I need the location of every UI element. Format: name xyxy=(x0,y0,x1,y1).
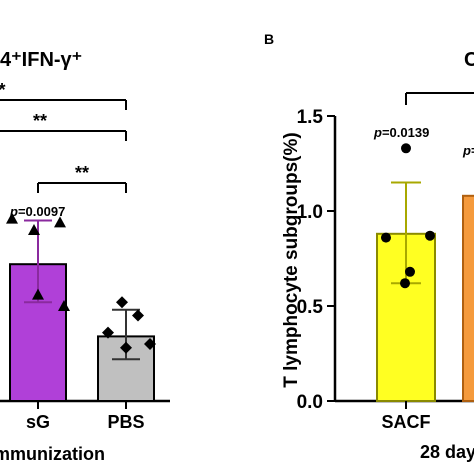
panel-b-ylabel: T lymphocyte subgroups(%) xyxy=(281,132,302,387)
data-point-circle xyxy=(401,143,411,154)
data-point-diamond xyxy=(120,341,132,354)
data-point-circle xyxy=(400,278,410,289)
panel-b-letter: B xyxy=(264,31,274,47)
y-tick-label: 0.0 xyxy=(297,392,323,413)
data-point-triangle xyxy=(32,288,44,300)
panel-b-title: C xyxy=(464,49,474,71)
data-point-diamond xyxy=(102,326,114,339)
data-point-circle xyxy=(405,266,415,277)
data-point-diamond xyxy=(144,338,156,350)
data-point-circle xyxy=(425,230,435,241)
data-point-circle xyxy=(381,232,391,243)
panel-b-plot: 0.0 0.5 1.0 1.5 SACF p=0.0139 p= xyxy=(297,92,474,432)
x-tick-label-sG: sG xyxy=(26,412,50,432)
data-point-triangle xyxy=(58,300,70,311)
x-tick-label-SACF: SACF xyxy=(382,412,431,432)
y-tick-label: 0.5 xyxy=(297,297,324,318)
data-point-diamond xyxy=(132,309,144,322)
panel-a-xlabel: mmunization xyxy=(0,444,105,464)
significance-label: ** xyxy=(75,163,89,183)
y-tick-label: 1.0 xyxy=(297,202,323,223)
x-tick-label-PBS: PBS xyxy=(107,412,144,432)
p-value-annotation: p=0.0097 xyxy=(9,204,65,219)
p-value-annotation: p= xyxy=(462,143,474,158)
data-point-triangle xyxy=(6,212,18,224)
data-point-triangle xyxy=(28,224,40,235)
panel-a-title: 4⁺IFN-γ⁺ xyxy=(0,49,82,71)
data-point-diamond xyxy=(116,296,128,309)
y-tick-label: 1.5 xyxy=(297,107,324,128)
significance-label: ** xyxy=(33,111,47,131)
data-point-triangle xyxy=(54,216,66,228)
panel-b-xlabel: 28 day xyxy=(420,442,474,462)
bar-second xyxy=(462,194,474,402)
p-value-annotation: p=0.0139 xyxy=(373,125,429,140)
significance-label: * xyxy=(0,80,6,100)
